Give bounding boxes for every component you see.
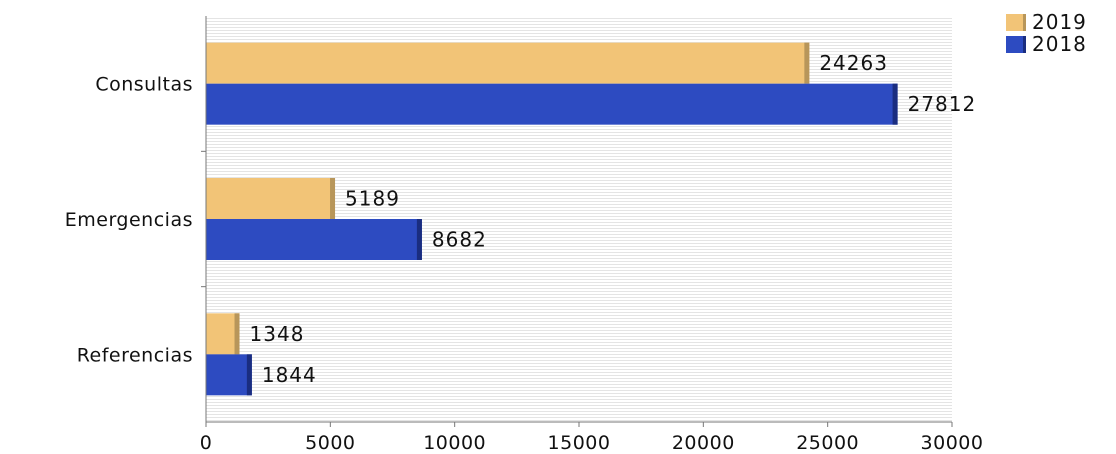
legend-swatch-edge-2018 (1023, 36, 1026, 53)
bar-edge-referencias-2019 (234, 313, 240, 355)
value-label-referencias-2018: 1844 (262, 363, 317, 387)
x-tick-label-0: 0 (200, 432, 213, 454)
category-label-referencias: Referencias (77, 344, 193, 366)
legend-swatch-2018 (1006, 36, 1026, 53)
bar-referencias-2018 (206, 354, 252, 396)
x-tick-label-15000: 15000 (548, 432, 611, 454)
legend-swatch-2019 (1006, 14, 1026, 31)
value-label-emergencias-2018: 8682 (432, 228, 487, 252)
bar-referencias-2019 (206, 313, 240, 355)
value-label-referencias-2019: 1348 (250, 322, 305, 346)
legend-swatch-edge-2019 (1023, 14, 1026, 31)
x-tick-label-10000: 10000 (423, 432, 486, 454)
legend-label-2019: 2019 (1032, 10, 1087, 34)
bar-emergencias-2018 (206, 219, 422, 260)
axes-group: Consultas Emergencias Referencias 0 5000 1000… (65, 16, 984, 454)
category-label-emergencias: Emergencias (65, 209, 193, 231)
value-label-consultas-2019: 24263 (819, 51, 888, 75)
bar-edge-emergencias-2018 (416, 219, 422, 260)
x-tick-label-25000: 25000 (796, 432, 859, 454)
x-tick-label-30000: 30000 (921, 432, 984, 454)
bar-edge-emergencias-2019 (330, 178, 336, 219)
legend-label-2018: 2018 (1032, 32, 1087, 56)
bar-edge-referencias-2018 (246, 354, 252, 396)
value-label-consultas-2018: 27812 (908, 92, 977, 116)
category-label-consultas: Consultas (95, 74, 193, 96)
bar-consultas-2019 (206, 42, 810, 84)
x-tick-label-5000: 5000 (305, 432, 355, 454)
bar-emergencias-2019 (206, 178, 336, 219)
bar-edge-consultas-2019 (804, 42, 810, 84)
bar-edge-consultas-2018 (892, 83, 898, 125)
bar-consultas-2018 (206, 83, 898, 125)
value-label-emergencias-2019: 5189 (345, 187, 400, 211)
bars-group: 24263 27812 5189 8682 1348 1844 (206, 42, 977, 396)
x-tick-label-20000: 20000 (672, 432, 735, 454)
